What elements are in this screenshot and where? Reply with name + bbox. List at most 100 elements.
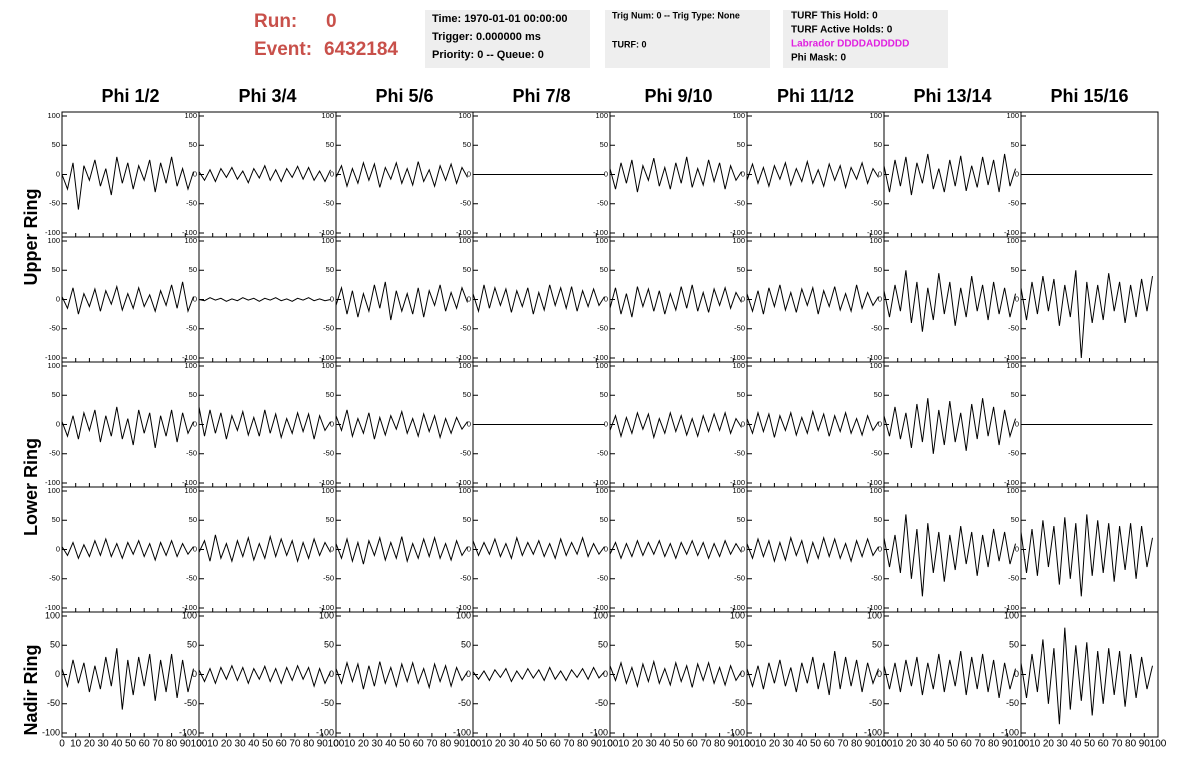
y-tick-label: 50 [463, 390, 471, 399]
y-tick-label: -100 [456, 478, 471, 487]
y-tick-label: 100 [321, 486, 334, 495]
x-tick-label: 50 [399, 739, 411, 750]
x-tick-label: 0 [881, 739, 887, 750]
x-tick-label: 90 [728, 739, 740, 750]
y-tick-label: 100 [47, 361, 60, 370]
x-tick-label: 90 [865, 739, 877, 750]
y-tick-label: -50 [460, 574, 471, 583]
y-tick-label: -50 [323, 574, 334, 583]
y-tick-label: -50 [49, 449, 60, 458]
x-tick-label: 80 [440, 739, 452, 750]
x-tick-label: 80 [714, 739, 726, 750]
y-tick-label: 100 [458, 111, 471, 120]
y-tick-label: -100 [593, 603, 608, 612]
y-tick-label: -50 [871, 574, 882, 583]
y-tick-label: -50 [1008, 324, 1019, 333]
waveform [609, 659, 742, 689]
y-tick-label: 0 [878, 544, 882, 553]
y-tick-label: -100 [45, 603, 60, 612]
x-tick-label: 20 [632, 739, 644, 750]
waveform [61, 537, 194, 562]
y-tick-label: 100 [595, 486, 608, 495]
y-tick-label: 0 [467, 294, 471, 303]
y-tick-label: 50 [600, 265, 608, 274]
y-tick-label: 50 [50, 640, 60, 650]
info-text: Phi Mask: 0 [791, 53, 846, 64]
x-tick-label: 90 [317, 739, 329, 750]
y-tick-label: 50 [326, 390, 334, 399]
x-tick-label: 20 [358, 739, 370, 750]
y-tick-label: -100 [593, 228, 608, 237]
y-tick-label: -50 [597, 324, 608, 333]
y-tick-label: 0 [56, 544, 60, 553]
y-tick-label: -50 [49, 199, 60, 208]
y-tick-label: 50 [189, 515, 197, 524]
x-tick-label: 40 [659, 739, 671, 750]
y-tick-label: 50 [326, 515, 334, 524]
waveform [883, 270, 1016, 332]
x-tick-label: 0 [744, 739, 750, 750]
y-tick-label: 100 [1006, 486, 1019, 495]
y-tick-label: 0 [193, 419, 197, 428]
y-tick-label: 50 [737, 390, 745, 399]
y-tick-label: -100 [316, 727, 334, 737]
x-tick-label: 40 [1070, 739, 1082, 750]
waveform [335, 281, 468, 321]
y-tick-label: 50 [52, 515, 60, 524]
waveform [61, 156, 194, 210]
x-tick-label: 20 [1043, 739, 1055, 750]
y-tick-label: -100 [593, 478, 608, 487]
info-box [425, 10, 590, 68]
x-tick-label: 100 [465, 739, 482, 750]
ring-label: Nadir Ring [21, 644, 41, 735]
x-tick-label: 60 [687, 739, 699, 750]
waveform [883, 514, 1016, 597]
x-tick-label: 30 [509, 739, 521, 750]
y-tick-label: 100 [456, 610, 471, 620]
y-tick-label: 0 [878, 294, 882, 303]
x-tick-label: 40 [796, 739, 808, 750]
y-tick-label: 0 [741, 294, 745, 303]
y-tick-label: 50 [600, 390, 608, 399]
x-tick-label: 70 [1111, 739, 1123, 750]
y-tick-label: 50 [326, 140, 334, 149]
y-tick-label: 0 [604, 419, 608, 428]
y-tick-label: -100 [867, 353, 882, 362]
waveform [1020, 270, 1153, 359]
y-tick-label: 0 [741, 169, 745, 178]
y-tick-label: -50 [323, 324, 334, 333]
y-tick-label: -50 [460, 199, 471, 208]
y-tick-label: 0 [193, 169, 197, 178]
y-tick-label: 50 [324, 640, 334, 650]
x-tick-label: 10 [755, 739, 767, 750]
y-tick-label: -100 [1004, 478, 1019, 487]
y-tick-label: 100 [595, 361, 608, 370]
y-tick-label: -100 [45, 228, 60, 237]
waveform [198, 534, 331, 564]
y-tick-label: 100 [869, 111, 882, 120]
y-tick-label: 100 [732, 111, 745, 120]
y-tick-label: 100 [182, 610, 197, 620]
info-text: Trigger: 0.000000 ms [432, 31, 541, 43]
y-tick-label: 50 [600, 515, 608, 524]
y-tick-label: -50 [871, 199, 882, 208]
y-tick-label: 0 [1015, 294, 1019, 303]
y-tick-label: 0 [603, 669, 608, 679]
x-tick-label: 30 [98, 739, 110, 750]
y-tick-label: -100 [42, 727, 60, 737]
info-text: TURF: 0 [612, 39, 647, 49]
x-tick-label: 40 [522, 739, 534, 750]
y-tick-label: 0 [467, 419, 471, 428]
waveform [609, 539, 742, 560]
y-tick-label: 100 [184, 361, 197, 370]
x-tick-label: 20 [221, 739, 233, 750]
y-tick-label: 100 [458, 361, 471, 370]
y-tick-label: -100 [730, 478, 745, 487]
y-tick-label: -50 [49, 574, 60, 583]
x-tick-label: 20 [495, 739, 507, 750]
y-tick-label: -100 [1004, 228, 1019, 237]
y-tick-label: 0 [192, 669, 197, 679]
x-tick-label: 80 [988, 739, 1000, 750]
x-tick-label: 60 [413, 739, 425, 750]
waveform [61, 406, 194, 448]
